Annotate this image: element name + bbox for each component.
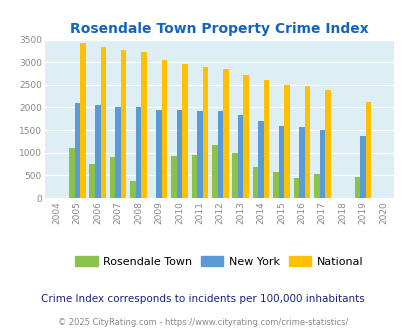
Bar (313, 174, 319, 198)
Text: © 2025 CityRating.com - https://www.cityrating.com/crime-statistics/: © 2025 CityRating.com - https://www.city… (58, 318, 347, 327)
Bar (222, 69, 228, 198)
Bar (115, 108, 121, 198)
Bar (360, 136, 365, 198)
Bar (237, 115, 243, 198)
Bar (69, 148, 75, 198)
Bar (304, 86, 309, 198)
Bar (171, 156, 176, 198)
Bar (211, 145, 217, 198)
Bar (121, 50, 126, 198)
Bar (202, 67, 208, 198)
Bar (324, 90, 330, 198)
Bar (252, 167, 258, 198)
Bar (258, 120, 263, 198)
Bar (89, 164, 95, 198)
Legend: Rosendale Town, New York, National: Rosendale Town, New York, National (71, 251, 367, 271)
Title: Rosendale Town Property Crime Index: Rosendale Town Property Crime Index (70, 22, 368, 36)
Bar (273, 172, 278, 198)
Bar (182, 64, 187, 198)
Bar (130, 181, 136, 198)
Bar (75, 103, 80, 198)
Bar (176, 110, 182, 198)
Bar (100, 47, 106, 198)
Bar (293, 178, 298, 198)
Bar (161, 60, 167, 198)
Bar (319, 130, 324, 198)
Bar (365, 102, 371, 198)
Text: Crime Index corresponds to incidents per 100,000 inhabitants: Crime Index corresponds to incidents per… (41, 294, 364, 304)
Bar (136, 107, 141, 198)
Bar (95, 105, 100, 198)
Bar (196, 111, 202, 198)
Bar (354, 177, 360, 198)
Bar (191, 155, 196, 198)
Bar (156, 110, 161, 198)
Bar (217, 111, 222, 198)
Bar (110, 157, 115, 198)
Bar (263, 80, 269, 198)
Bar (298, 127, 304, 198)
Bar (232, 153, 237, 198)
Bar (243, 75, 248, 198)
Bar (278, 126, 284, 198)
Bar (80, 43, 85, 198)
Bar (141, 52, 147, 198)
Bar (284, 85, 289, 198)
